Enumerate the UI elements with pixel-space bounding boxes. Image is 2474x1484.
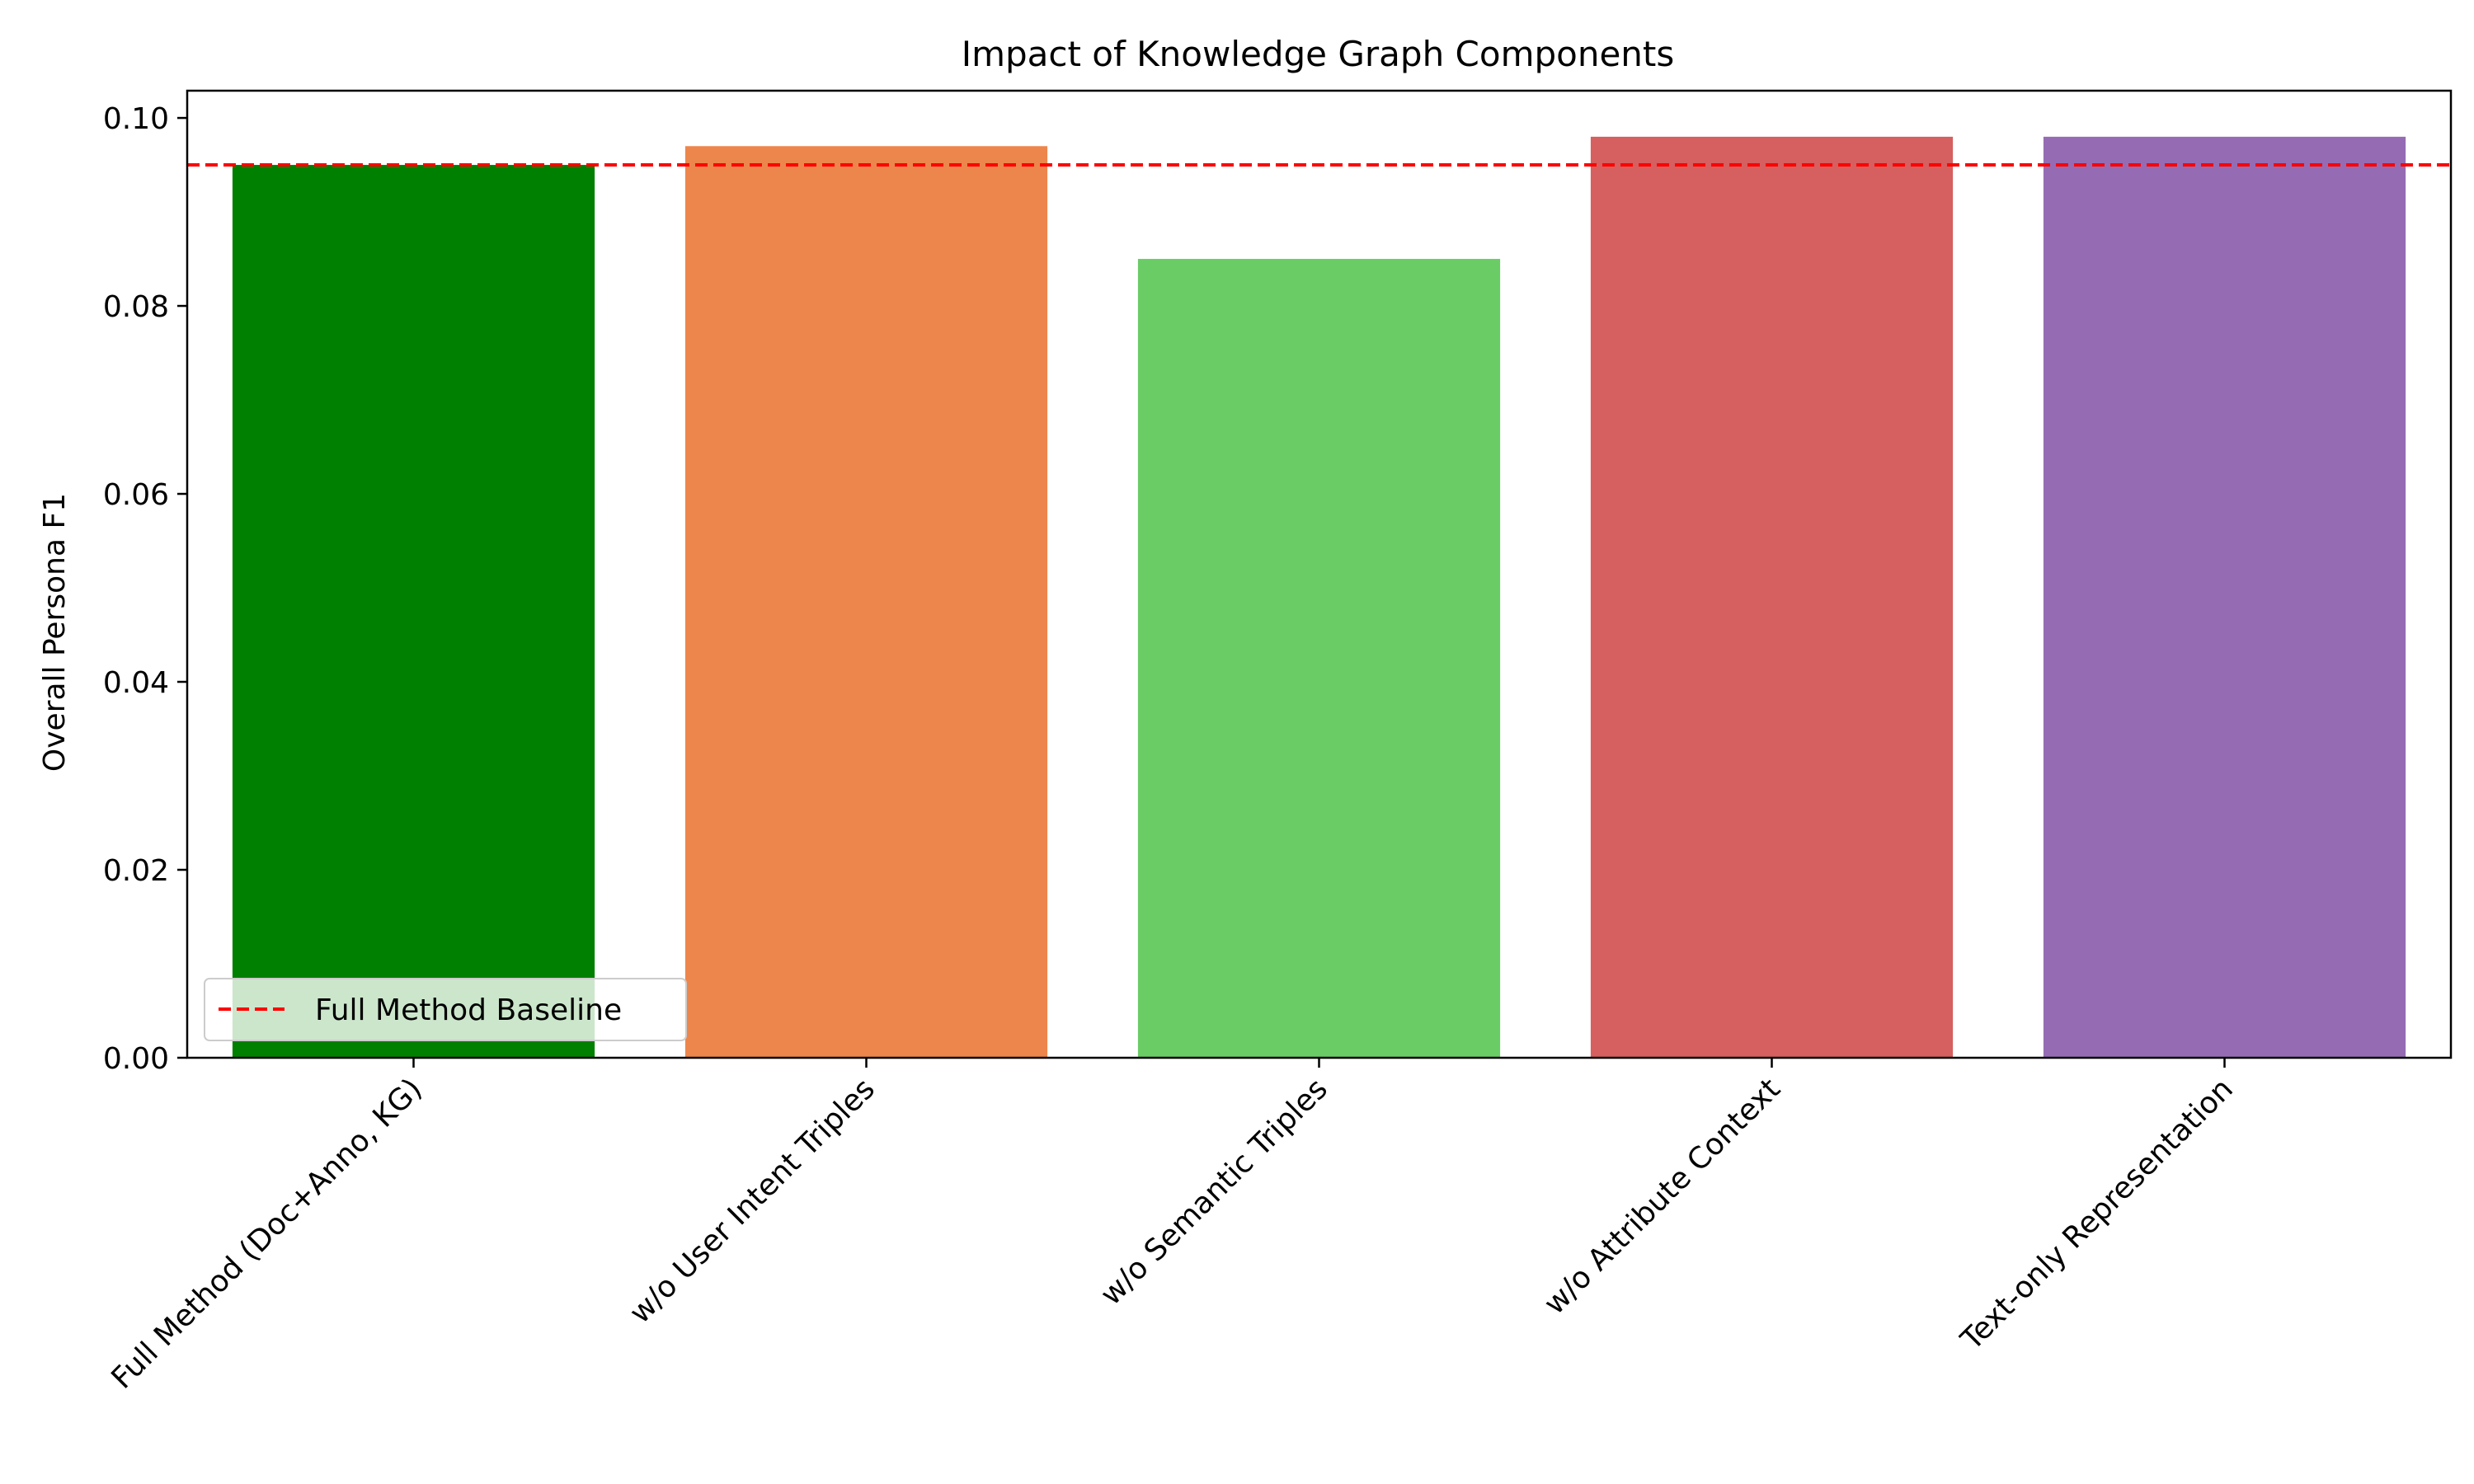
y-tick-label: 0.10 <box>103 102 169 136</box>
legend-box <box>204 978 687 1041</box>
x-tick-label: w/o User Intent Triples <box>623 1072 882 1330</box>
plot-frame <box>186 89 2453 1059</box>
bar <box>232 165 595 1058</box>
y-tick-label: 0.08 <box>103 290 169 324</box>
y-tick-label: 0.04 <box>103 666 169 700</box>
legend: Full Method Baseline <box>204 978 687 1041</box>
x-axis: Full Method (Doc+Anno, KG) w/o User Inten… <box>105 1058 2240 1396</box>
x-tick-label: Full Method (Doc+Anno, KG) <box>105 1072 428 1395</box>
legend-baseline-label: Full Method Baseline <box>315 993 622 1027</box>
x-tick-label: Text-only Representation <box>1954 1072 2240 1357</box>
y-tick-label: 0.00 <box>103 1042 169 1076</box>
bar <box>1137 259 1501 1058</box>
y-tick-label: 0.02 <box>103 854 169 888</box>
y-axis-label: Overall Persona F1 <box>38 493 72 772</box>
y-axis: 0.00 0.02 0.04 0.06 0.08 0.10 <box>103 102 187 1076</box>
bar <box>684 146 1048 1058</box>
y-tick-label: 0.06 <box>103 478 169 512</box>
x-tick-label: w/o Attribute Context <box>1538 1072 1787 1321</box>
chart-title: Impact of Knowledge Graph Components <box>962 34 1675 74</box>
bar <box>2043 136 2406 1058</box>
bars-group <box>232 136 2406 1058</box>
x-tick-label: w/o Semantic Triples <box>1094 1072 1334 1312</box>
bar <box>1590 136 1954 1058</box>
